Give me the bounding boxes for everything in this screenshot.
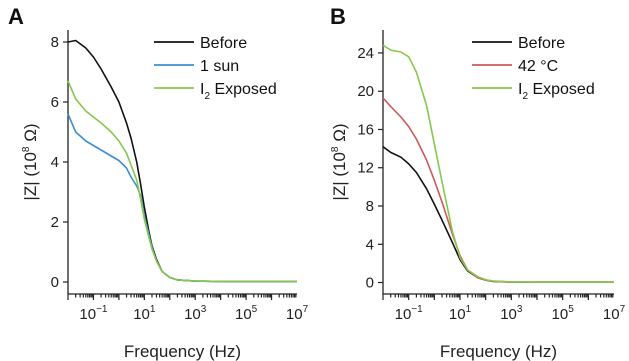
x-tick-label: 103 xyxy=(184,304,207,323)
panel-letter: B xyxy=(330,4,346,29)
x-tick-base: 10 xyxy=(603,306,620,323)
legend-label-subscript: 2 xyxy=(204,91,210,102)
y-tick-label: 6 xyxy=(51,94,59,111)
legend: Before 1 sun I2 Exposed xyxy=(154,35,277,102)
y-axis-title-part: Ω) xyxy=(21,123,40,146)
x-tick-exponent: 3 xyxy=(517,304,523,315)
legend-label-part: I xyxy=(200,81,204,98)
y-tick-label: 0 xyxy=(51,274,59,291)
x-tick-base: 10 xyxy=(552,306,569,323)
y-axis-title: |Z| (108 Ω) xyxy=(21,123,40,200)
legend-label: Before xyxy=(518,35,565,52)
x-tick-label: 107 xyxy=(286,304,309,323)
x-tick-label: 105 xyxy=(235,304,258,323)
y-axis-title: |Z| (108 Ω) xyxy=(330,123,349,200)
x-tick-base: 10 xyxy=(235,306,252,323)
x-tick-label: 107 xyxy=(603,304,626,323)
legend-label-part: Exposed xyxy=(528,81,595,98)
legend-label: 42 °C xyxy=(518,58,558,75)
x-tick-base: 10 xyxy=(500,306,517,323)
y-tick-label: 4 xyxy=(51,154,59,171)
x-tick-exponent: 5 xyxy=(568,304,574,315)
legend-label: I2 Exposed xyxy=(518,81,595,102)
legend-label: I2 Exposed xyxy=(200,81,277,102)
x-tick-exponent: 7 xyxy=(303,304,309,315)
x-tick-exponent: 1 xyxy=(150,304,156,315)
x-tick-exponent: 5 xyxy=(252,304,258,315)
x-tick-base: 10 xyxy=(184,306,201,323)
legend: Before 42 °C I2 Exposed xyxy=(472,35,595,102)
y-axis-title-part: Ω) xyxy=(330,123,349,146)
x-tick-exponent: −1 xyxy=(96,304,108,315)
series-line-0 xyxy=(382,146,614,284)
x-tick-label: 10−1 xyxy=(395,304,424,323)
y-axis-title-part: |Z| (10 xyxy=(330,152,349,201)
y-tick-label: 0 xyxy=(366,275,374,292)
legend-label-part: Exposed xyxy=(210,81,277,98)
x-tick-base: 10 xyxy=(449,306,466,323)
x-tick-exponent: 3 xyxy=(201,304,207,315)
x-tick-base: 10 xyxy=(79,306,96,323)
legend-label: 1 sun xyxy=(200,58,239,75)
panel-letter: A xyxy=(8,4,24,29)
series-line-1 xyxy=(67,113,297,283)
y-tick-label: 4 xyxy=(366,236,374,253)
legend-label-subscript: 2 xyxy=(522,91,528,102)
x-tick-base: 10 xyxy=(133,306,150,323)
x-axis-title: Frequency (Hz) xyxy=(124,342,241,361)
y-tick-label: 2 xyxy=(51,214,59,231)
y-axis-title-exponent: 8 xyxy=(330,146,341,152)
x-tick-exponent: 1 xyxy=(466,304,472,315)
x-tick-label: 103 xyxy=(500,304,523,323)
series-line-2 xyxy=(382,44,614,283)
x-tick-exponent: 7 xyxy=(620,304,626,315)
y-tick-label: 24 xyxy=(357,45,374,62)
series-line-0 xyxy=(67,39,297,283)
y-axis-title-exponent: 8 xyxy=(21,146,32,152)
series-line-1 xyxy=(382,97,614,284)
x-tick-label: 105 xyxy=(552,304,575,323)
series-line-2 xyxy=(67,80,297,283)
x-tick-base: 10 xyxy=(395,306,412,323)
x-tick-exponent: −1 xyxy=(411,304,423,315)
x-tick-label: 10−1 xyxy=(79,304,108,323)
y-tick-label: 8 xyxy=(366,198,374,215)
y-tick-label: 12 xyxy=(357,160,374,177)
y-tick-label: 8 xyxy=(51,34,59,51)
legend-label: Before xyxy=(200,35,247,52)
legend-label-part: I xyxy=(518,81,522,98)
y-axis-title-part: |Z| (10 xyxy=(21,152,40,201)
x-tick-label: 101 xyxy=(449,304,472,323)
x-tick-label: 101 xyxy=(133,304,156,323)
y-tick-label: 16 xyxy=(357,121,374,138)
x-tick-base: 10 xyxy=(286,306,303,323)
x-axis-title: Frequency (Hz) xyxy=(440,342,557,361)
y-tick-label: 20 xyxy=(357,83,374,100)
